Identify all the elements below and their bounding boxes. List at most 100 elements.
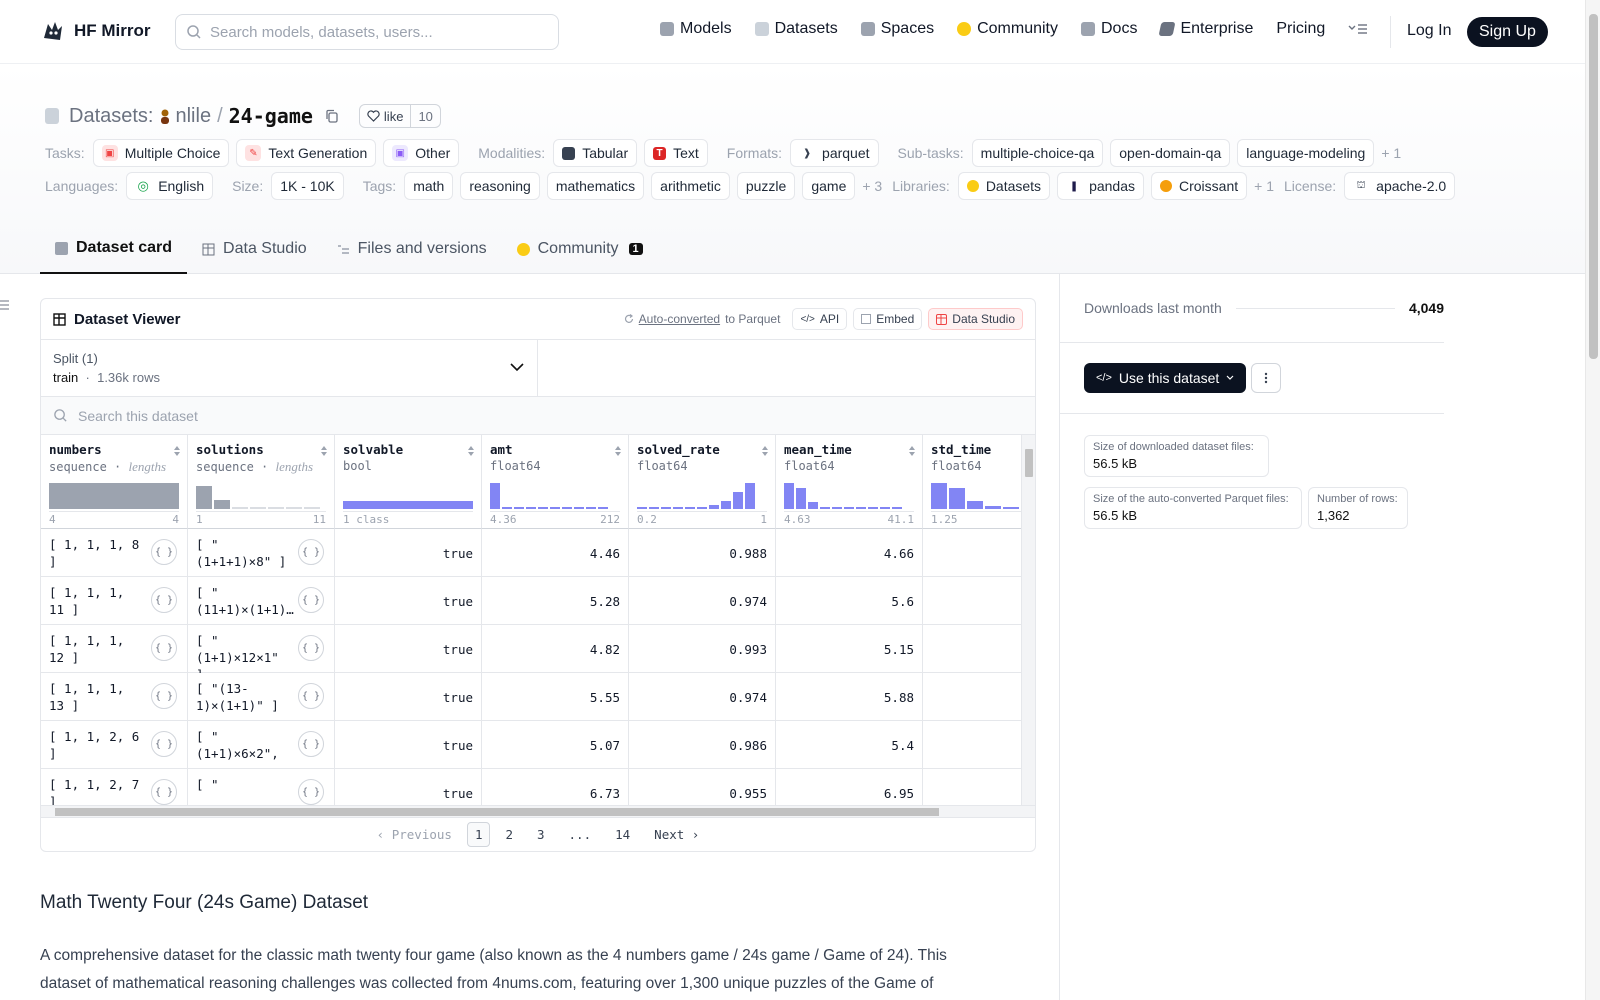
cell-solved-rate[interactable]: 0.974 <box>629 673 776 721</box>
column-header-solutions[interactable]: solutions sequence · lengths 1 11 <box>188 435 335 529</box>
histogram-bar[interactable] <box>550 507 560 509</box>
library-chip-datasets[interactable]: Datasets <box>957 172 1051 200</box>
cell-solvable[interactable]: true <box>335 769 482 805</box>
histogram-bar[interactable] <box>502 507 512 509</box>
sort-icon[interactable] <box>614 445 622 457</box>
json-view-icon[interactable]: { } <box>151 587 177 613</box>
histogram-bar[interactable] <box>949 488 965 509</box>
histogram-bar[interactable] <box>538 507 548 509</box>
json-view-icon[interactable]: { } <box>298 683 324 709</box>
split-selector[interactable]: Split (1) train · 1.36k rows <box>41 340 538 396</box>
tag-chip[interactable]: mathematics <box>546 172 645 200</box>
page-button[interactable]: 3 <box>537 827 545 842</box>
prev-page-button[interactable]: ‹ Previous <box>376 827 452 842</box>
histogram-bar[interactable] <box>304 507 320 509</box>
histogram-bar[interactable] <box>526 507 536 509</box>
brand[interactable]: HF Mirror <box>40 18 151 44</box>
column-header-numbers[interactable]: numbers sequence · lengths 4 4 <box>41 435 188 529</box>
cell-numbers[interactable]: [ 1, 1, 2, 6 ] { } <box>41 721 188 769</box>
cell-mean-time[interactable]: 5.88 <box>776 673 923 721</box>
table-horizontal-scrollbar[interactable] <box>41 805 1035 817</box>
column-histogram[interactable] <box>49 479 179 509</box>
more-menu-icon[interactable] <box>1348 22 1368 36</box>
repo-org[interactable]: nlile <box>159 105 211 128</box>
cell-solutions[interactable]: [ "(1+1)×12×1" ] { } <box>188 625 335 673</box>
libraries-more[interactable]: + 1 <box>1254 178 1274 194</box>
column-histogram[interactable] <box>490 479 608 509</box>
signup-button[interactable]: Sign Up <box>1467 17 1548 47</box>
histogram-bar[interactable] <box>745 483 755 509</box>
sort-icon[interactable] <box>320 445 328 457</box>
subtask-chip[interactable]: multiple-choice-qa <box>971 139 1104 167</box>
histogram-bar[interactable] <box>697 507 707 509</box>
histogram-bar[interactable] <box>880 507 890 509</box>
table-row[interactable]: [ 1, 1, 2, 7 ] { } [ " { } true 6.73 0.955 6.95 <box>41 769 1035 805</box>
library-chip-pandas[interactable]: ❚ pandas <box>1057 172 1144 200</box>
cell-solvable[interactable]: true <box>335 529 482 577</box>
cell-numbers[interactable]: [ 1, 1, 1, 8 ] { } <box>41 529 188 577</box>
column-header-amt[interactable]: amt float64 4.36 212 <box>482 435 629 529</box>
tab-community[interactable]: Community 1 <box>502 224 658 274</box>
histogram-bar[interactable] <box>286 507 302 509</box>
tab-files-and-versions[interactable]: Files and versions <box>322 224 502 274</box>
cell-amt[interactable]: 5.07 <box>482 721 629 769</box>
global-search-input[interactable] <box>210 23 530 41</box>
tag-chip[interactable]: arithmetic <box>651 172 730 200</box>
histogram-bar[interactable] <box>49 483 179 509</box>
api-button[interactable]: </> API <box>792 308 848 330</box>
page-button[interactable]: 14 <box>615 827 631 842</box>
nav-docs[interactable]: Docs <box>1081 20 1137 38</box>
cell-amt[interactable]: 4.82 <box>482 625 629 673</box>
histogram-bar[interactable] <box>733 492 743 509</box>
cell-mean-time[interactable]: 5.6 <box>776 577 923 625</box>
like-button[interactable]: like 10 <box>358 104 441 128</box>
dataset-search-input[interactable] <box>78 407 478 424</box>
histogram-bar[interactable] <box>931 483 947 509</box>
cell-std-time[interactable] <box>923 721 1035 769</box>
cell-numbers[interactable]: [ 1, 1, 1, 13 ] { } <box>41 673 188 721</box>
nav-enterprise[interactable]: Enterprise <box>1158 20 1253 38</box>
json-view-icon[interactable]: { } <box>151 779 177 805</box>
histogram-bar[interactable] <box>514 507 524 509</box>
column-header-solved-rate[interactable]: solved_rate float64 0.2 1 <box>629 435 776 529</box>
page-button[interactable]: 2 <box>505 827 513 842</box>
sort-icon[interactable] <box>173 445 181 457</box>
sort-icon[interactable] <box>908 445 916 457</box>
repo-name[interactable]: 24-game <box>228 104 313 128</box>
modality-chip-tabular[interactable]: Tabular <box>553 139 638 167</box>
size-chip[interactable]: 1K - 10K <box>271 172 344 200</box>
tab-data-studio[interactable]: Data Studio <box>187 224 322 274</box>
tag-chip[interactable]: game <box>802 172 856 200</box>
cell-std-time[interactable] <box>923 769 1035 805</box>
histogram-bar[interactable] <box>832 507 842 509</box>
histogram-bar[interactable] <box>685 507 695 509</box>
json-view-icon[interactable]: { } <box>151 731 177 757</box>
histogram-bar[interactable] <box>586 507 596 509</box>
cell-amt[interactable]: 5.55 <box>482 673 629 721</box>
tab-dataset-card[interactable]: Dataset card <box>40 224 188 274</box>
cell-solutions[interactable]: [ "(11+1)×(1+1)…{ } <box>188 577 335 625</box>
subtask-chip[interactable]: open-domain-qa <box>1110 139 1231 167</box>
sort-icon[interactable] <box>467 445 475 457</box>
cell-solvable[interactable]: true <box>335 625 482 673</box>
nav-models[interactable]: Models <box>660 20 732 38</box>
tag-chip[interactable]: reasoning <box>460 172 540 200</box>
login-link[interactable]: Log In <box>1407 22 1452 39</box>
column-histogram[interactable] <box>784 479 902 509</box>
global-search[interactable] <box>175 14 559 50</box>
cell-solvable[interactable]: true <box>335 721 482 769</box>
cell-numbers[interactable]: [ 1, 1, 1, 12 ] { } <box>41 625 188 673</box>
json-view-icon[interactable]: { } <box>151 683 177 709</box>
cell-solved-rate[interactable]: 0.974 <box>629 577 776 625</box>
table-row[interactable]: [ 1, 1, 1, 13 ] { } [ "(13-1)×(1+1)" ] { } t… <box>41 673 1035 721</box>
histogram-bar[interactable] <box>232 507 248 509</box>
auto-converted-link[interactable]: Auto-converted <box>638 312 721 326</box>
cell-numbers[interactable]: [ 1, 1, 1, 11 ] { } <box>41 577 188 625</box>
cell-std-time[interactable] <box>923 529 1035 577</box>
cell-solutions[interactable]: [ "(1+1)×6×2", … { } <box>188 721 335 769</box>
table-row[interactable]: [ 1, 1, 1, 12 ] { } [ "(1+1)×12×1" ] { } tru… <box>41 625 1035 673</box>
histogram-bar[interactable] <box>808 502 818 509</box>
tag-chip[interactable]: puzzle <box>736 172 796 200</box>
json-view-icon[interactable]: { } <box>298 587 324 613</box>
license-chip[interactable]: ⛫ apache-2.0 <box>1344 172 1456 200</box>
